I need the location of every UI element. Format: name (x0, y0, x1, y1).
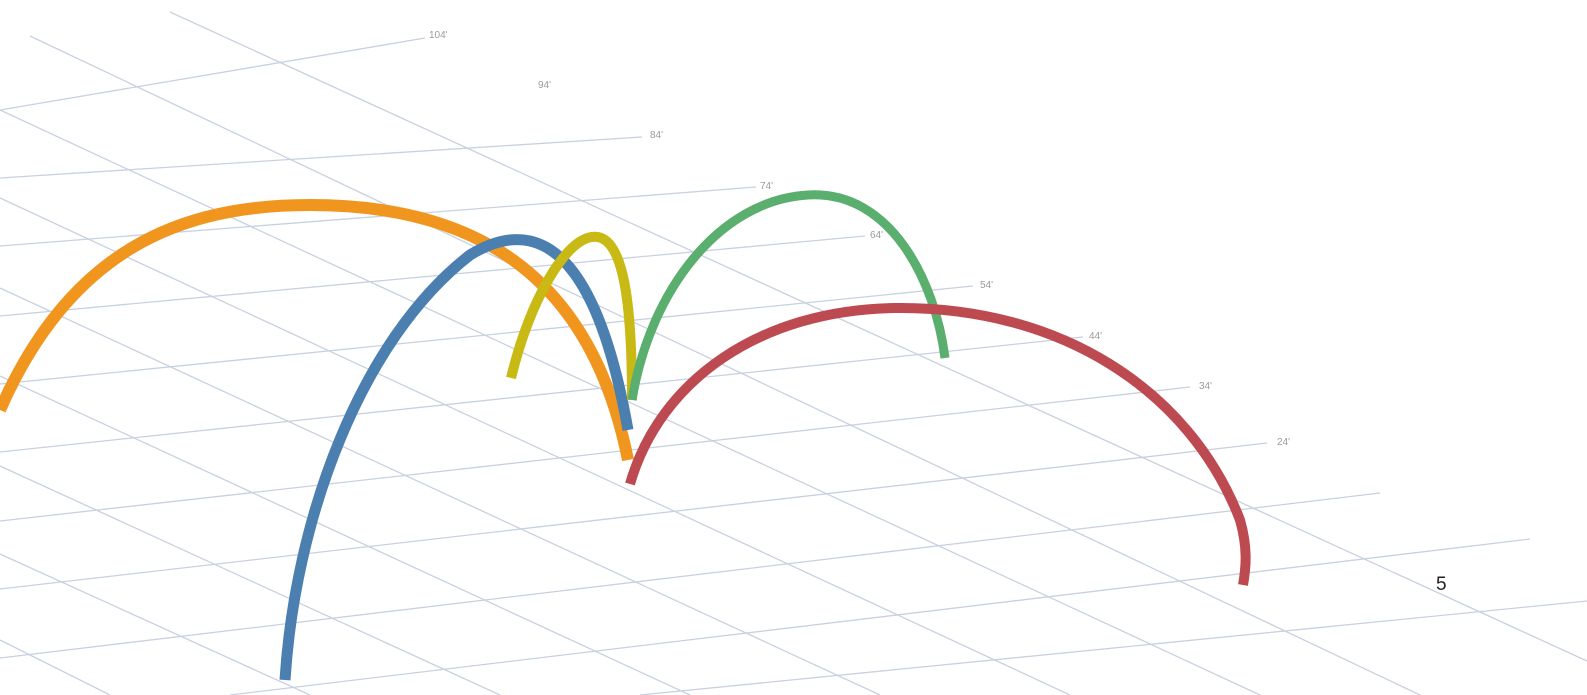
radial-grid-line (0, 639, 111, 695)
distance-tick-label: 64' (870, 230, 883, 241)
radial-grid-line (0, 465, 501, 695)
radial-grid-line (0, 553, 311, 695)
radial-grid-line (0, 287, 881, 695)
distance-tick-label: 54' (980, 280, 993, 291)
radial-grid-line (169, 11, 1587, 662)
distance-grid-line (0, 136, 643, 179)
arc-series-3 (506, 231, 637, 401)
arc-series-4 (627, 190, 950, 401)
distance-tick-label: 104' (429, 30, 448, 41)
radial-grid-line (0, 197, 1071, 695)
page-number: 5 (1436, 574, 1447, 595)
distance-tick-label: 44' (1089, 331, 1102, 342)
ground-grid (0, 11, 1587, 695)
distance-grid-line (0, 235, 866, 317)
arc-series-5 (625, 302, 1251, 586)
radial-grid-line (0, 109, 1261, 695)
distance-tick-label: 94' (538, 80, 551, 91)
distance-tick-label: 74' (760, 181, 773, 192)
arc-series-2 (279, 234, 634, 681)
radial-grid-line (0, 375, 691, 695)
distance-tick-label: 34' (1199, 381, 1212, 392)
distance-grid-line (0, 442, 1268, 590)
distance-grid-line (0, 336, 1084, 453)
radial-grid-line (29, 35, 1421, 695)
distance-tick-labels: 104' 94' 84' 74' 64' 54' 44' 34' 24' (429, 30, 1290, 448)
distance-grid-line (229, 538, 1531, 695)
distance-grid-line (0, 37, 426, 111)
arc-series-1 (0, 198, 634, 462)
distance-grid-line (0, 186, 757, 247)
arc-series (0, 190, 1251, 681)
distance-grid-line (0, 386, 1191, 522)
distance-tick-label: 24' (1277, 437, 1290, 448)
distance-tick-label: 84' (650, 130, 663, 141)
distance-grid-line (0, 285, 974, 385)
distance-grid-line (0, 492, 1381, 659)
distance-grid-line (639, 600, 1587, 695)
